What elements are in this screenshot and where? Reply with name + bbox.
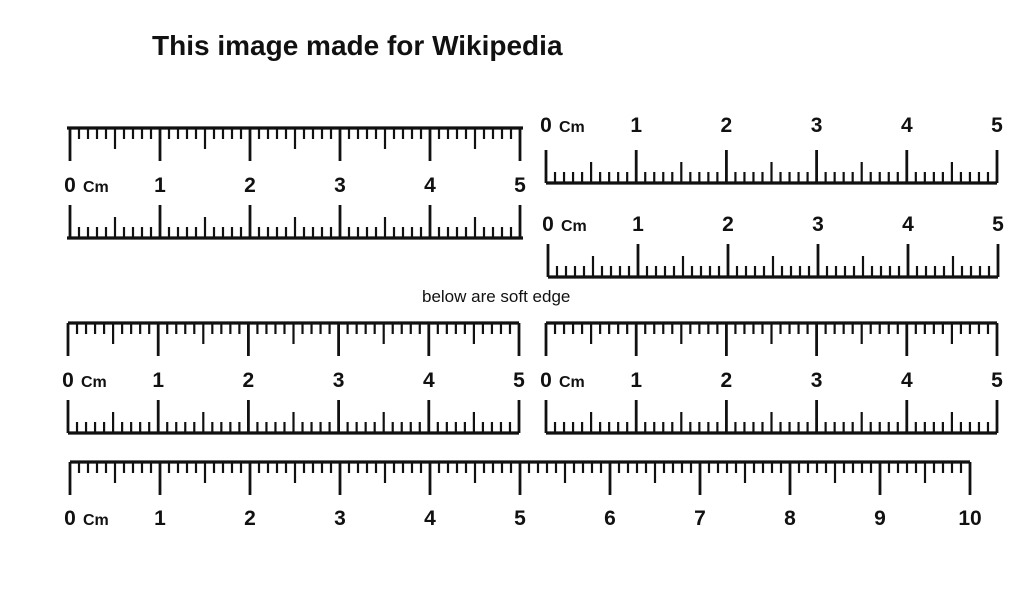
ruler-6-tick-label: 2 [244,507,256,530]
ruler-6-tick-label: 9 [874,507,886,530]
ruler-6-unit-label: Cm [83,512,109,529]
ruler-4-tick-label: 5 [513,369,525,392]
ruler-1-tick-label: 4 [424,174,436,197]
ruler-1-tick-label: 1 [154,174,166,197]
ruler-2-unit-label: Cm [559,119,585,136]
ruler-1-tick-label: 5 [514,174,526,197]
ruler-5-unit-label: Cm [559,374,585,391]
ruler-3-tick-label: 0 [542,213,554,236]
ruler-5-tick-label: 1 [630,369,642,392]
ruler-5-tick-label: 3 [811,369,823,392]
soft-edge-note: below are soft edge [422,287,571,306]
ruler-6-tick-label: 6 [604,507,616,530]
ruler-6-tick-label: 10 [958,507,981,530]
ruler-6-tick-label: 4 [424,507,436,530]
ruler-1-tick-label: 0 [64,174,76,197]
ruler-3-unit-label: Cm [561,218,587,235]
ruler-2-tick-label: 2 [721,114,733,137]
ruler-4-tick-label: 3 [333,369,345,392]
ruler-1-tick-label: 2 [244,174,256,197]
ruler-1-unit-label: Cm [83,179,109,196]
ruler-6-tick-label: 0 [64,507,76,530]
ruler-3-tick-label: 2 [722,213,734,236]
ruler-1-tick-label: 3 [334,174,346,197]
ruler-6-tick-label: 1 [154,507,166,530]
ruler-6-tick-label: 3 [334,507,346,530]
ruler-2-tick-label: 0 [540,114,552,137]
ruler-4-tick-label: 1 [152,369,164,392]
ruler-6-tick-label: 8 [784,507,796,530]
ruler-2-tick-label: 3 [811,114,823,137]
ruler-3-tick-label: 3 [812,213,824,236]
ruler-4-tick-label: 0 [62,369,74,392]
page-title: This image made for Wikipedia [152,30,563,61]
ruler-3-tick-label: 1 [632,213,644,236]
ruler-5-tick-label: 5 [991,369,1003,392]
ruler-2-tick-label: 4 [901,114,913,137]
ruler-5-tick-label: 4 [901,369,913,392]
ruler-3-tick-label: 4 [902,213,914,236]
ruler-2-tick-label: 1 [630,114,642,137]
ruler-4-unit-label: Cm [81,374,107,391]
ruler-6-tick-label: 5 [514,507,526,530]
ruler-5-tick-label: 2 [721,369,733,392]
ruler-4-tick-label: 4 [423,369,435,392]
ruler-5-tick-label: 0 [540,369,552,392]
ruler-4-tick-label: 2 [243,369,255,392]
ruler-3-tick-label: 5 [992,213,1004,236]
ruler-2-tick-label: 5 [991,114,1003,137]
ruler-6-tick-label: 7 [694,507,706,530]
